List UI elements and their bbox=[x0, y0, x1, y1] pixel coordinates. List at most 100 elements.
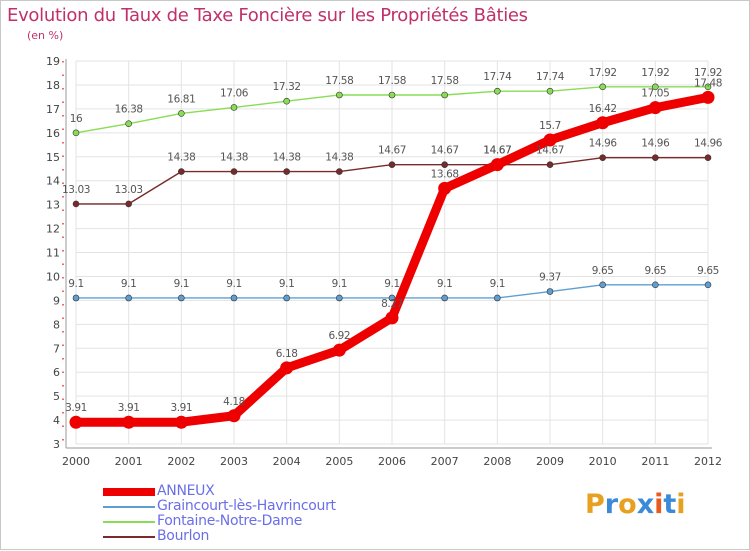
x-tick-label: 2005 bbox=[325, 455, 353, 468]
data-point bbox=[336, 91, 343, 99]
data-point bbox=[652, 83, 659, 91]
data-point bbox=[178, 294, 185, 302]
data-label: 16.38 bbox=[115, 104, 143, 116]
x-tick-label: 2001 bbox=[115, 455, 143, 468]
data-label: 17.58 bbox=[378, 75, 406, 87]
data-point bbox=[388, 294, 396, 302]
y-tick-label: 6 bbox=[53, 366, 60, 379]
y-tick-label: 3 bbox=[53, 438, 60, 451]
data-point bbox=[283, 294, 290, 302]
data-label: 14.96 bbox=[589, 138, 618, 150]
data-point bbox=[704, 83, 712, 91]
data-point bbox=[441, 91, 448, 99]
data-point bbox=[72, 200, 80, 208]
data-label: 3.91 bbox=[118, 402, 140, 414]
data-label: 9.37 bbox=[539, 272, 561, 284]
y-tick-label: 11 bbox=[46, 247, 60, 260]
y-tick-label: 16 bbox=[46, 127, 60, 140]
legend-item: Bourlon bbox=[103, 529, 336, 544]
data-label: 17.32 bbox=[273, 81, 301, 93]
x-tick-label: 2010 bbox=[589, 455, 617, 468]
data-label: 9.65 bbox=[697, 265, 719, 277]
data-label: 13.68 bbox=[431, 168, 459, 180]
data-label: 13.03 bbox=[115, 184, 143, 196]
data-point bbox=[280, 361, 294, 375]
data-label: 9.1 bbox=[490, 278, 506, 290]
logo-letter: i bbox=[676, 489, 686, 520]
data-point bbox=[546, 87, 554, 95]
data-point bbox=[596, 116, 610, 130]
data-point bbox=[174, 415, 188, 429]
data-label: 9.1 bbox=[226, 278, 242, 290]
data-label: 17.58 bbox=[431, 75, 459, 87]
y-tick-label: 7 bbox=[53, 342, 60, 355]
data-label: 9.1 bbox=[332, 278, 348, 290]
x-tick-label: 2011 bbox=[641, 455, 669, 468]
data-label: 9.65 bbox=[644, 265, 666, 277]
data-label: 9.1 bbox=[384, 278, 400, 290]
data-point bbox=[385, 311, 399, 325]
legend-swatch bbox=[103, 535, 155, 538]
logo-letter: i bbox=[654, 489, 664, 520]
data-label: 17.92 bbox=[589, 67, 617, 79]
x-tick-label: 2002 bbox=[167, 455, 195, 468]
data-label: 3.91 bbox=[65, 402, 87, 414]
data-point bbox=[178, 168, 185, 175]
x-tick-label: 2007 bbox=[431, 455, 459, 468]
data-point bbox=[701, 90, 715, 104]
data-point bbox=[546, 288, 554, 295]
data-label: 16.42 bbox=[589, 103, 617, 115]
data-point bbox=[441, 294, 448, 302]
data-point bbox=[388, 91, 396, 99]
data-label: 9.1 bbox=[121, 278, 137, 290]
data-label: 14.67 bbox=[483, 145, 511, 157]
data-label: 9.65 bbox=[592, 265, 614, 277]
y-tick-label: 19 bbox=[46, 55, 60, 68]
y-tick-label: 13 bbox=[46, 199, 60, 212]
data-point bbox=[599, 83, 606, 91]
data-label: 17.05 bbox=[641, 88, 669, 100]
data-point bbox=[494, 294, 501, 302]
x-tick-label: 2000 bbox=[62, 455, 90, 468]
logo-letter: r bbox=[604, 489, 619, 520]
data-point bbox=[125, 120, 132, 128]
data-label: 17.58 bbox=[325, 75, 353, 87]
data-point bbox=[72, 294, 80, 302]
data-label: 13.03 bbox=[62, 184, 90, 196]
data-point bbox=[704, 154, 712, 162]
data-point bbox=[125, 294, 132, 302]
legend-item: ANNEUX bbox=[103, 484, 336, 499]
data-point bbox=[490, 158, 504, 172]
legend-label: Fontaine-Notre-Dame bbox=[157, 513, 303, 529]
chart-subtitle: (en %) bbox=[27, 29, 64, 42]
data-point bbox=[494, 87, 501, 95]
data-label: 14.67 bbox=[431, 145, 459, 157]
y-tick-label: 10 bbox=[46, 270, 60, 283]
data-label: 4.18 bbox=[223, 396, 245, 408]
data-point bbox=[441, 161, 448, 168]
data-label: 14.38 bbox=[273, 152, 301, 164]
logo-letter: x bbox=[636, 489, 655, 520]
data-label: 14.96 bbox=[694, 138, 723, 150]
data-point bbox=[388, 161, 396, 168]
data-label: 14.67 bbox=[378, 145, 406, 157]
data-label: 6.18 bbox=[276, 348, 298, 360]
legend-swatch bbox=[103, 487, 155, 496]
y-tick-label: 5 bbox=[53, 390, 60, 403]
data-label: 14.67 bbox=[536, 145, 564, 157]
data-point bbox=[336, 168, 343, 175]
data-label: 15.7 bbox=[539, 120, 561, 132]
proxiti-logo: Proxiti bbox=[585, 489, 686, 520]
x-tick-label: 2009 bbox=[536, 455, 564, 468]
data-point bbox=[283, 97, 290, 105]
data-point bbox=[227, 409, 241, 423]
data-label: 14.67 bbox=[483, 145, 511, 157]
data-label: 17.48 bbox=[694, 77, 722, 89]
x-tick-label: 2012 bbox=[694, 455, 722, 468]
data-point bbox=[230, 104, 238, 111]
data-point bbox=[178, 110, 185, 117]
data-point bbox=[704, 281, 712, 289]
y-tick-label: 15 bbox=[46, 151, 60, 164]
data-point bbox=[336, 294, 343, 302]
